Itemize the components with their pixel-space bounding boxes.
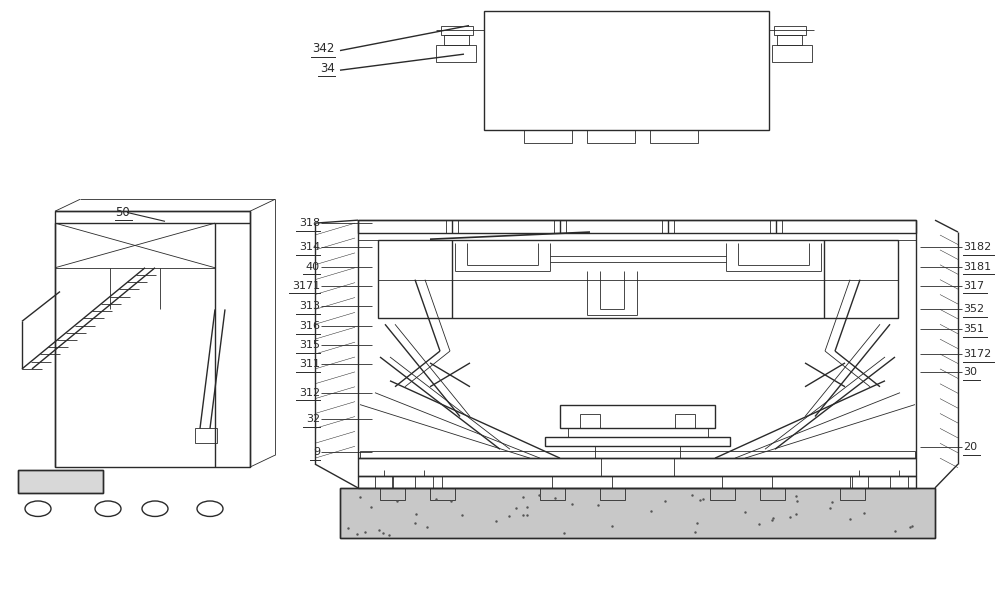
- Text: 3172: 3172: [963, 349, 991, 359]
- Bar: [380, 488, 405, 500]
- Text: 342: 342: [313, 42, 335, 55]
- Bar: [760, 488, 785, 500]
- Bar: [436, 45, 476, 62]
- Bar: [568, 428, 708, 437]
- Text: 314: 314: [299, 242, 320, 252]
- Bar: [340, 488, 935, 538]
- Bar: [444, 35, 469, 45]
- Text: 317: 317: [963, 281, 984, 290]
- Text: 315: 315: [299, 340, 320, 350]
- Text: 32: 32: [306, 415, 320, 424]
- Bar: [840, 488, 865, 500]
- Text: 3182: 3182: [963, 242, 991, 252]
- Bar: [441, 26, 473, 35]
- Bar: [358, 220, 916, 233]
- Bar: [360, 451, 915, 458]
- Text: 20: 20: [963, 443, 977, 452]
- Bar: [18, 470, 103, 493]
- Bar: [340, 488, 935, 538]
- Bar: [358, 458, 916, 476]
- Bar: [446, 220, 458, 233]
- Bar: [554, 220, 566, 233]
- Text: 351: 351: [963, 324, 984, 334]
- Text: 318: 318: [299, 218, 320, 228]
- Bar: [378, 240, 898, 318]
- Bar: [675, 414, 695, 428]
- Bar: [560, 405, 715, 428]
- Bar: [18, 470, 103, 493]
- Bar: [540, 488, 565, 500]
- Bar: [595, 446, 680, 458]
- Bar: [484, 11, 769, 130]
- Bar: [430, 488, 455, 500]
- Text: 34: 34: [320, 62, 335, 75]
- Text: 30: 30: [963, 367, 977, 377]
- Bar: [580, 414, 600, 428]
- Bar: [358, 476, 916, 488]
- Bar: [770, 220, 782, 233]
- Text: 3171: 3171: [292, 281, 320, 290]
- Bar: [601, 458, 674, 476]
- Bar: [195, 428, 217, 443]
- Text: 50: 50: [115, 206, 130, 219]
- Bar: [415, 476, 433, 488]
- Bar: [774, 26, 806, 35]
- Bar: [524, 130, 572, 143]
- Bar: [777, 35, 802, 45]
- Bar: [772, 45, 812, 62]
- Bar: [850, 476, 868, 488]
- Bar: [662, 220, 674, 233]
- Text: 311: 311: [299, 359, 320, 369]
- Text: 352: 352: [963, 305, 984, 314]
- Bar: [650, 130, 698, 143]
- Bar: [600, 488, 625, 500]
- Text: 312: 312: [299, 388, 320, 397]
- Text: 313: 313: [299, 302, 320, 311]
- Text: 316: 316: [299, 321, 320, 331]
- Bar: [358, 220, 916, 458]
- Text: 40: 40: [306, 262, 320, 271]
- Text: 9: 9: [313, 447, 320, 457]
- Bar: [375, 476, 393, 488]
- Bar: [710, 488, 735, 500]
- Bar: [545, 437, 730, 446]
- Bar: [890, 476, 908, 488]
- Bar: [55, 211, 250, 467]
- Bar: [358, 233, 916, 240]
- Text: 3181: 3181: [963, 262, 991, 271]
- Bar: [587, 130, 635, 143]
